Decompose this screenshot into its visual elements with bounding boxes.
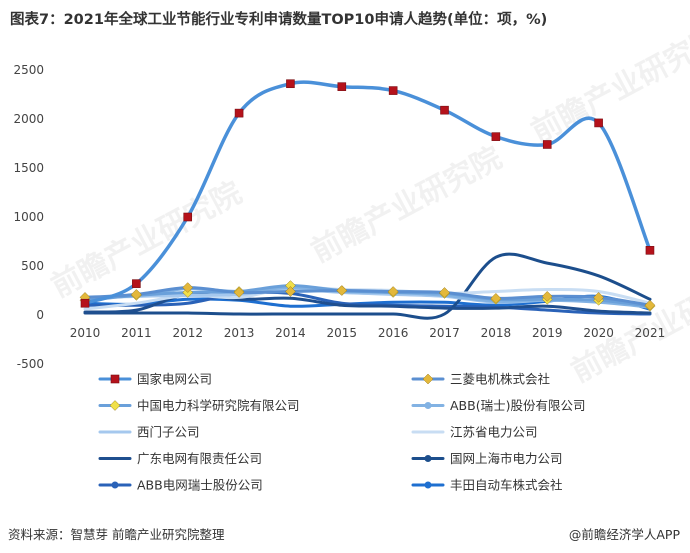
- x-tick-label-11: 2021: [635, 326, 666, 340]
- brand-label: @前瞻经济学人APP: [568, 527, 680, 542]
- y-tick-label-1: 0: [36, 308, 44, 322]
- legend-label-3: ABB(瑞士)股份有限公司: [450, 398, 585, 413]
- x-tick-label-0: 2010: [70, 326, 101, 340]
- legend-item-5: 江苏省电力公司: [411, 425, 538, 440]
- x-tick-label-9: 2019: [532, 326, 563, 340]
- data-point-0-3: [234, 108, 244, 118]
- data-point-1-9: [541, 291, 553, 302]
- legend-marker-3: [424, 402, 432, 409]
- series-markers: [79, 79, 656, 312]
- data-point-1-3: [233, 287, 245, 298]
- legend-label-2: 中国电力科学研究院有限公司: [137, 398, 300, 413]
- y-tick-label-6: 2500: [13, 63, 44, 77]
- legend-label-9: 丰田自动车株式会社: [450, 478, 563, 493]
- data-point-0-2: [183, 212, 193, 222]
- legend-label-1: 三菱电机株式会社: [450, 372, 550, 387]
- y-tick-label-3: 1000: [13, 210, 44, 224]
- data-point-1-10: [593, 292, 604, 303]
- data-point-0-0: [80, 298, 90, 308]
- legend-label-4: 西门子公司: [137, 425, 200, 440]
- legend-label-5: 江苏省电力公司: [450, 425, 538, 440]
- legend-marker-2: [109, 400, 121, 411]
- legend-label-7: 国网上海市电力公司: [450, 451, 563, 466]
- data-point-0-7: [440, 105, 449, 115]
- legend-item-6: 广东电网有限责任公司: [98, 451, 262, 466]
- series-line-7: [83, 252, 652, 320]
- x-tick-label-6: 2016: [378, 326, 409, 340]
- legend-item-8: ABB电网瑞士股份公司: [98, 478, 263, 493]
- data-point-1-5: [336, 285, 348, 296]
- legend-label-0: 国家电网公司: [137, 372, 212, 387]
- data-point-1-1: [131, 289, 142, 300]
- data-point-1-2: [182, 282, 194, 293]
- x-tick-label-2: 2012: [172, 326, 203, 340]
- data-point-0-9: [542, 140, 552, 149]
- x-axis: 2010 2011 2012 2013 2014 2015 2016 2017 2018 2019…: [70, 326, 666, 340]
- y-tick-label-2: 500: [21, 259, 44, 273]
- legend-marker-8: [111, 481, 119, 489]
- data-point-1-11: [644, 299, 656, 311]
- legend-item-7: 国网上海市电力公司: [411, 451, 563, 466]
- data-point-0-5: [337, 82, 347, 91]
- legend-item-9: 丰田自动车株式会社: [411, 478, 563, 493]
- x-tick-label-8: 2018: [481, 326, 512, 340]
- x-tick-label-10: 2020: [583, 326, 614, 340]
- y-axis: -500 0 500 1000 1500 2000 2500: [13, 63, 44, 371]
- series-line-0: [83, 80, 652, 305]
- data-point-1-6: [387, 286, 399, 297]
- x-tick-label-1: 2011: [121, 326, 152, 340]
- x-tick-label-4: 2014: [275, 326, 306, 340]
- series-lines: [83, 80, 652, 320]
- data-point-1-4: [285, 286, 296, 297]
- source-note: 资料来源：智慧芽 前瞻产业研究院整理: [8, 527, 225, 542]
- data-point-0-10: [594, 118, 603, 128]
- legend-marker-7: [424, 455, 432, 462]
- data-point-0-1: [132, 279, 141, 288]
- data-point-0-8: [491, 132, 501, 141]
- y-tick-label-4: 1500: [13, 161, 44, 175]
- legend-label-6: 广东电网有限责任公司: [137, 451, 262, 466]
- x-tick-label-7: 2017: [429, 326, 460, 340]
- legend-item-1: 三菱电机株式会社: [411, 372, 550, 387]
- data-point-1-8: [490, 292, 502, 304]
- y-tick-label-0: -500: [17, 357, 44, 371]
- legend-item-0: 国家电网公司: [98, 372, 212, 387]
- x-tick-label-3: 2013: [224, 326, 255, 340]
- legend-item-4: 西门子公司: [98, 425, 200, 440]
- x-tick-label-5: 2015: [327, 326, 358, 340]
- legend-item-3: ABB(瑞士)股份有限公司: [411, 398, 585, 413]
- data-point-0-6: [388, 86, 398, 95]
- legend-item-2: 中国电力科学研究院有限公司: [98, 398, 300, 413]
- legend-label-8: ABB电网瑞士股份公司: [137, 478, 263, 493]
- legend-marker-0: [110, 374, 120, 384]
- chart-title: 图表7：2021年全球工业节能行业专利申请数量TOP10申请人趋势(单位：项，%…: [10, 12, 548, 28]
- y-tick-label-5: 2000: [13, 112, 44, 126]
- data-point-1-7: [439, 287, 450, 298]
- data-point-0-4: [286, 79, 295, 89]
- legend-marker-9: [424, 481, 432, 489]
- legend-marker-1: [422, 373, 434, 385]
- data-point-0-11: [645, 246, 655, 255]
